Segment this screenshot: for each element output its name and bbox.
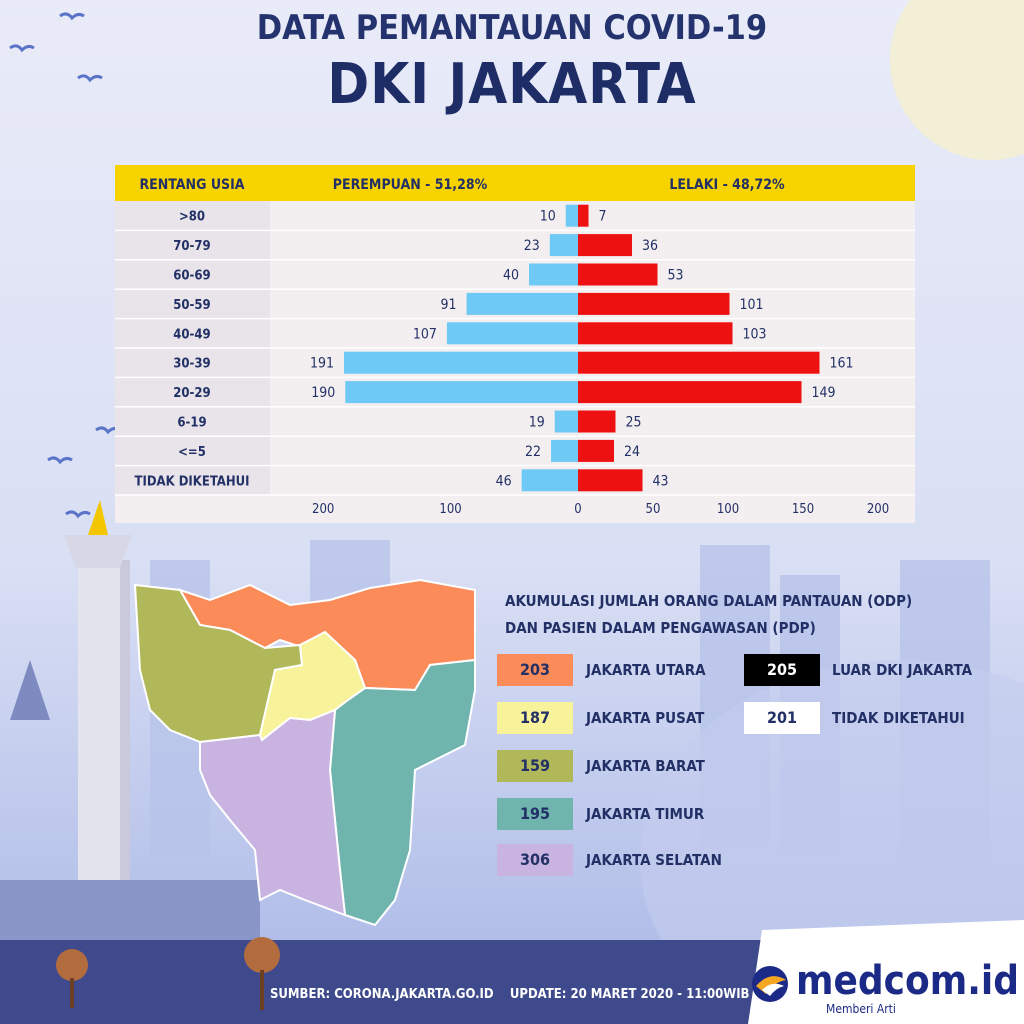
- data-label-male: 103: [743, 326, 767, 342]
- bar-female: [549, 234, 578, 257]
- legend-label-utara: JAKARTA UTARA: [586, 661, 706, 679]
- data-label-male: 25: [626, 415, 642, 431]
- axis-tick-left: 0: [574, 502, 581, 517]
- footer-source: SUMBER: CORONA.JAKARTA.GO.ID UPDATE: 20 …: [270, 987, 749, 1002]
- bar-female: [565, 204, 578, 227]
- category-label: 40-49: [173, 327, 210, 342]
- map-region-selatan: [199, 708, 347, 917]
- bar-female: [554, 410, 578, 433]
- bar-female: [529, 263, 578, 286]
- data-label-female: 40: [503, 268, 519, 284]
- category-label: 20-29: [173, 386, 210, 401]
- brand-tagline: Memberi Arti: [826, 1002, 896, 1016]
- data-label-male: 7: [599, 209, 607, 225]
- bar-male: [578, 381, 802, 404]
- legend-label-barat: JAKARTA BARAT: [586, 757, 705, 775]
- category-label: 70-79: [173, 239, 210, 254]
- axis-tick-right: 100: [717, 502, 739, 517]
- bar-male: [578, 439, 614, 462]
- axis-tick-left: 200: [312, 502, 334, 517]
- chart-header-bar: [115, 165, 915, 201]
- category-label: 60-69: [173, 269, 210, 284]
- category-label: >80: [179, 210, 205, 225]
- bar-female: [344, 351, 578, 374]
- source-text: SUMBER: CORONA.JAKARTA.GO.ID: [270, 987, 494, 1002]
- legend-value-selatan: 306: [497, 844, 573, 876]
- legend-value-pusat: 187: [497, 702, 573, 734]
- bar-female: [466, 292, 578, 315]
- data-label-male: 161: [830, 356, 854, 372]
- data-label-male: 101: [740, 297, 764, 313]
- brand-logo: medcom.id Memberi Arti: [748, 958, 1019, 1018]
- legend-title-line1: AKUMULASI JUMLAH ORANG DALAM PANTAUAN (O…: [505, 592, 913, 610]
- data-label-male: 53: [668, 268, 684, 284]
- legend-value-barat: 159: [497, 750, 573, 782]
- legend-label-luar: LUAR DKI JAKARTA: [832, 661, 973, 679]
- bar-male: [578, 322, 733, 345]
- title-line2: DKI JAKARTA: [327, 52, 697, 117]
- axis-tick-right: 50: [646, 502, 661, 517]
- category-label: 6-19: [177, 416, 206, 431]
- title-line1: DATA PEMANTAUAN COVID-19: [256, 8, 768, 48]
- legend-value-tidak-diketahui: 201: [744, 702, 820, 734]
- bar-male: [578, 234, 632, 257]
- data-label-male: 24: [624, 444, 640, 460]
- bar-female: [551, 439, 578, 462]
- series-right-name: LELAKI - 48,72%: [669, 177, 785, 193]
- legend-value-timur: 195: [497, 798, 573, 830]
- data-label-male: 36: [642, 238, 658, 254]
- data-label-female: 191: [310, 356, 334, 372]
- axis-tick-right: 200: [867, 502, 889, 517]
- axis-tick-left: 100: [439, 502, 461, 517]
- bar-male: [578, 263, 658, 286]
- legend-label-selatan: JAKARTA SELATAN: [586, 851, 722, 869]
- update-text: UPDATE: 20 MARET 2020 - 11:00WIB: [509, 987, 750, 1002]
- brand-name: medcom.id: [796, 958, 1019, 1004]
- jakarta-map: [133, 578, 476, 927]
- legend-title-line2: DAN PASIEN DALAM PENGAWASAN (PDP): [505, 619, 816, 637]
- category-label: 30-39: [173, 357, 210, 372]
- data-label-female: 22: [525, 444, 541, 460]
- data-label-male: 43: [653, 473, 669, 489]
- age-pyramid-chart: RENTANG USIA PEREMPUAN - 51,28% LELAKI -…: [115, 165, 915, 523]
- bar-female: [446, 322, 578, 345]
- legend-label-timur: JAKARTA TIMUR: [586, 805, 705, 823]
- series-left-name: PEREMPUAN - 51,28%: [333, 177, 488, 193]
- bar-female: [521, 469, 578, 492]
- bar-female: [345, 381, 578, 404]
- category-label: TIDAK DIKETAHUI: [135, 474, 250, 489]
- data-label-female: 46: [496, 473, 512, 489]
- category-label: 50-59: [173, 298, 210, 313]
- data-label-female: 23: [524, 238, 540, 254]
- axis-tick-right: 150: [792, 502, 814, 517]
- bar-male: [578, 204, 589, 227]
- category-header: RENTANG USIA: [139, 177, 244, 193]
- legend-value-luar: 205: [744, 654, 820, 686]
- legend-label-tidak-diketahui: TIDAK DIKETAHUI: [832, 709, 965, 727]
- data-label-female: 10: [540, 209, 556, 225]
- data-label-male: 149: [812, 385, 836, 401]
- legend-title: AKUMULASI JUMLAH ORANG DALAM PANTAUAN (O…: [505, 588, 912, 642]
- data-label-female: 91: [440, 297, 456, 313]
- data-label-female: 190: [311, 385, 335, 401]
- map-region-timur: [328, 658, 476, 927]
- bar-male: [578, 410, 616, 433]
- bar-male: [578, 351, 820, 374]
- data-label-female: 107: [413, 326, 437, 342]
- legend-value-utara: 203: [497, 654, 573, 686]
- bar-male: [578, 469, 643, 492]
- data-label-female: 19: [529, 415, 545, 431]
- bar-male: [578, 292, 730, 315]
- category-label: <=5: [178, 445, 206, 460]
- medcom-logo-icon: [752, 966, 788, 1002]
- legend-label-pusat: JAKARTA PUSAT: [586, 709, 705, 727]
